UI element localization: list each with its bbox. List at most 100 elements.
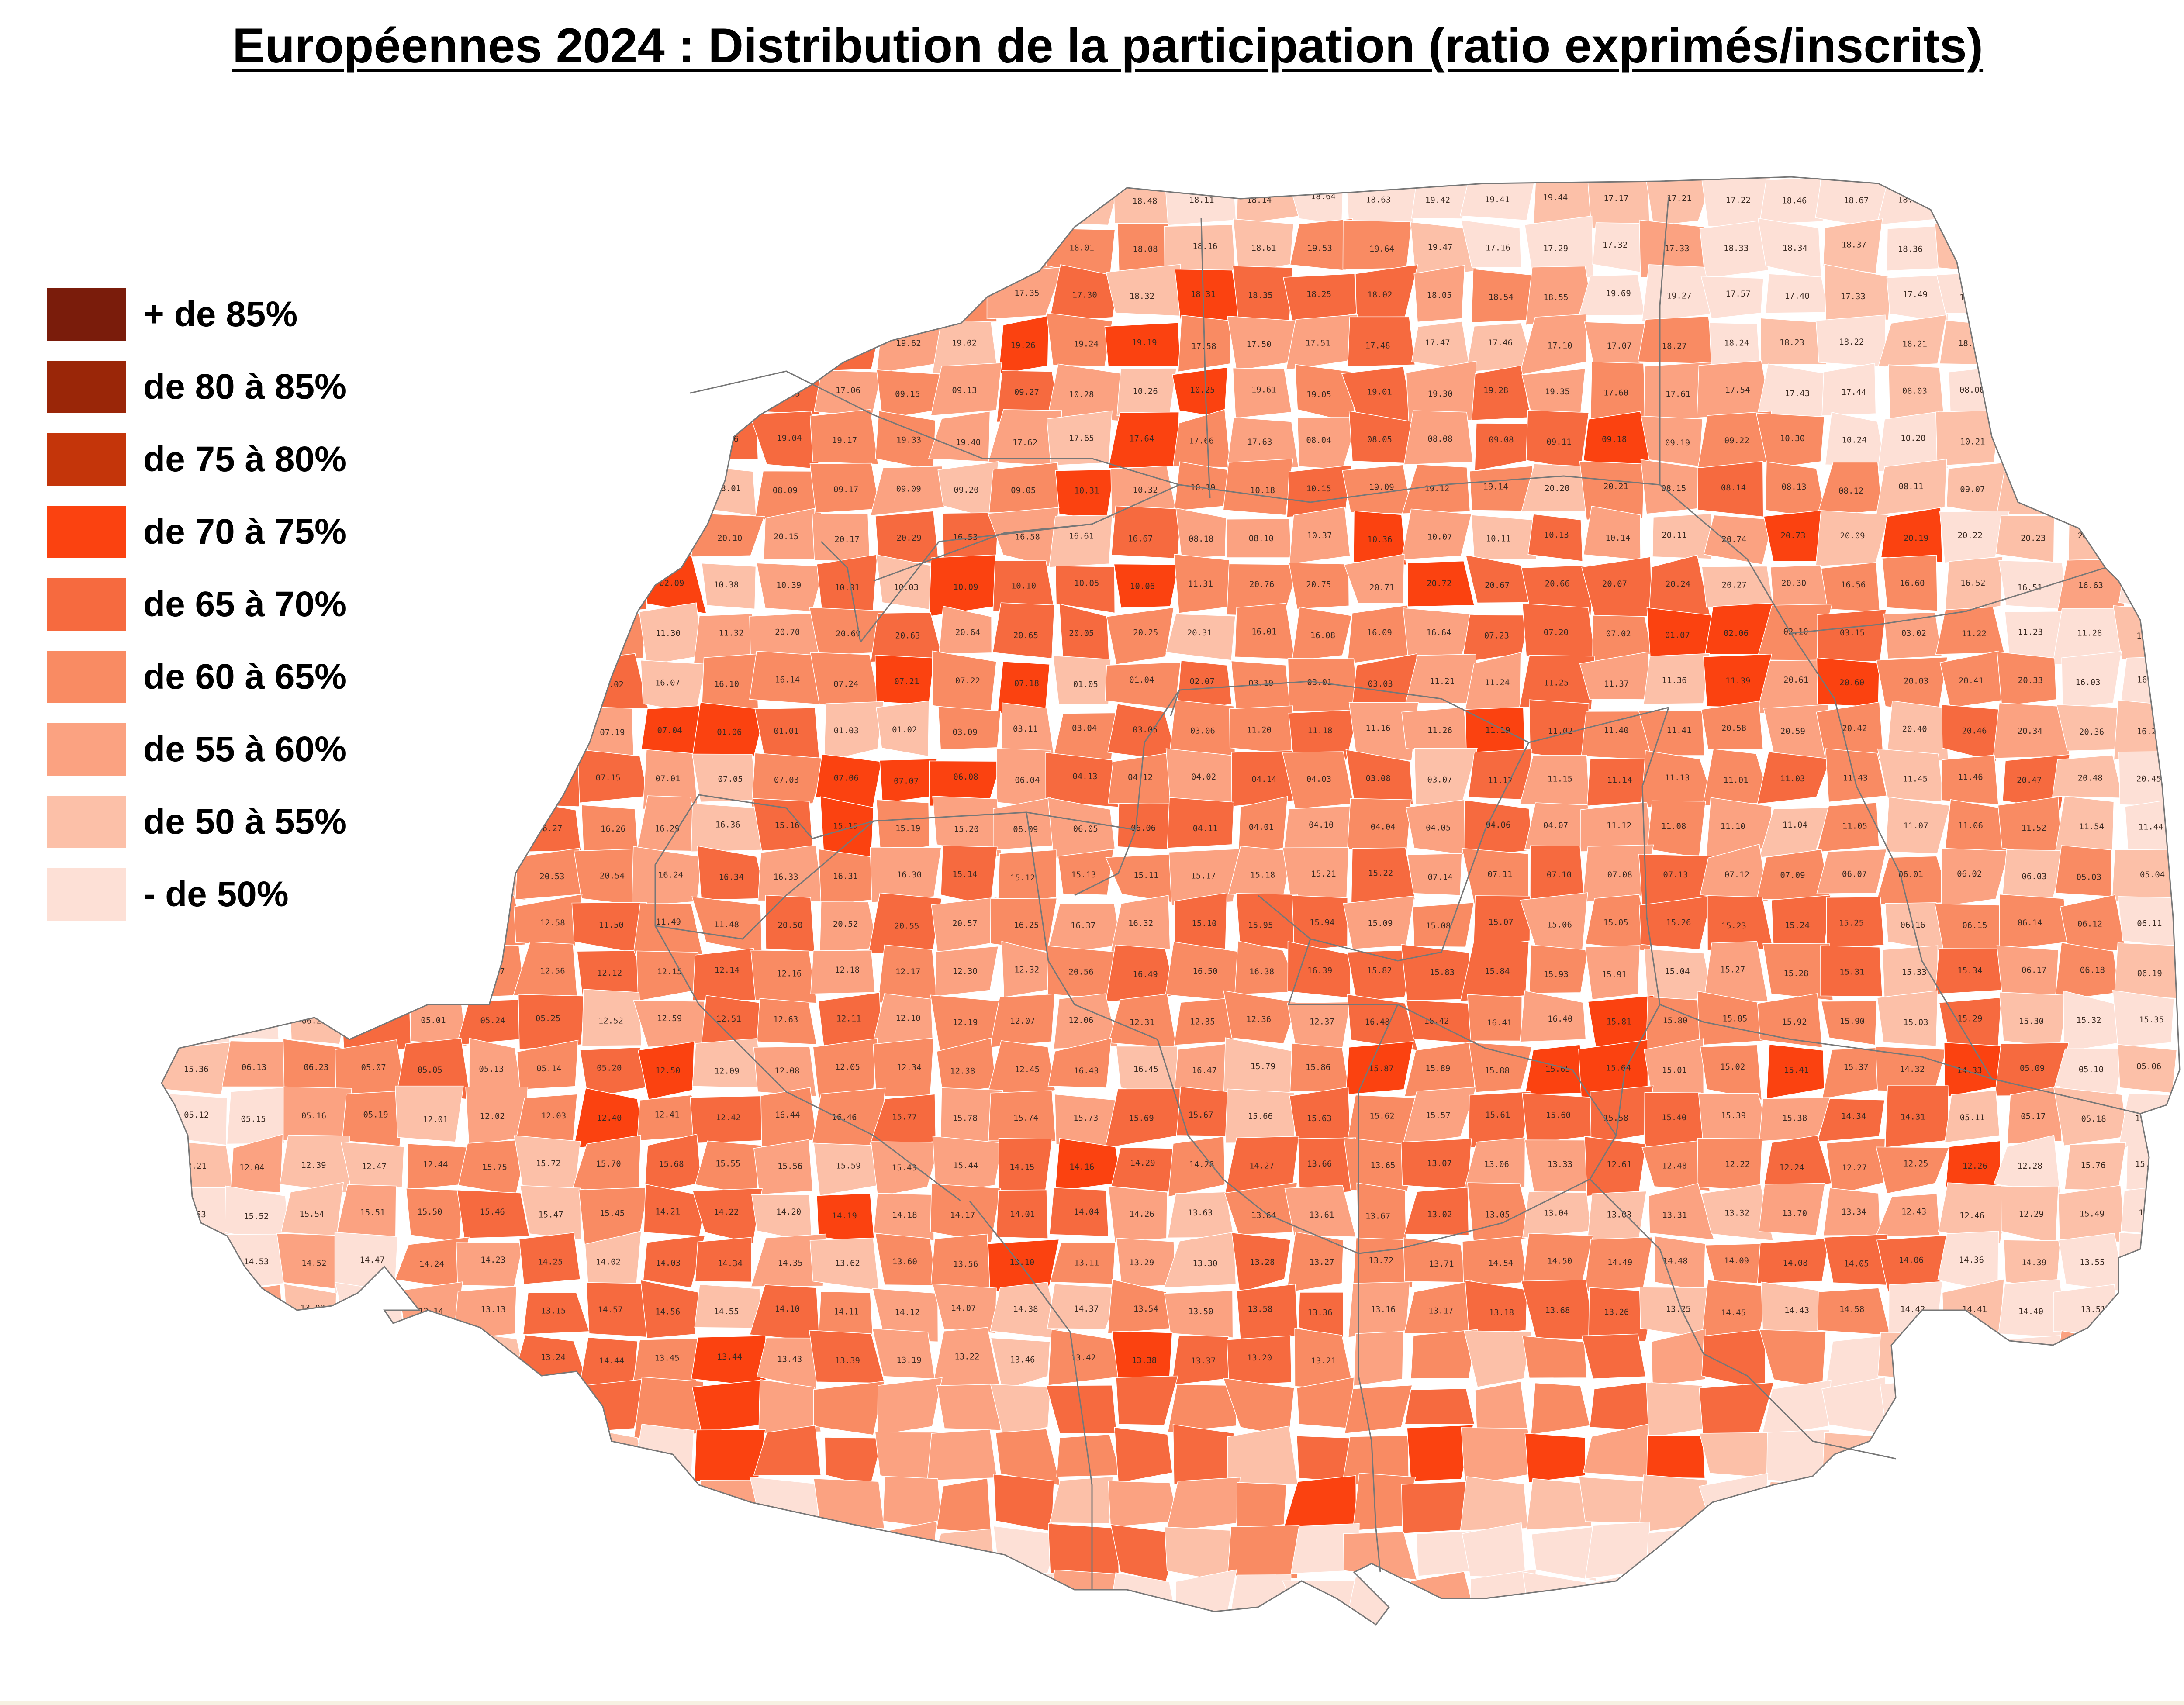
bureau-label: 12.20 xyxy=(2135,1114,2160,1123)
bureau-label: 18.07 xyxy=(2021,243,2046,253)
bureau-label: 17.27 xyxy=(418,240,442,250)
bureau-cell xyxy=(288,221,348,279)
bureau-label: 15.28 xyxy=(1783,969,1808,978)
bureau-label: 12.45 xyxy=(1015,1065,1040,1074)
bureau-label: 15.38 xyxy=(1782,1114,1807,1123)
bureau-label: 15.92 xyxy=(1782,1017,1807,1027)
bureau-cell xyxy=(1638,316,1715,365)
bureau-label: 13.57 xyxy=(186,1306,211,1315)
bureau-label: 15.13 xyxy=(1071,870,1096,880)
bureau-cell xyxy=(2118,554,2180,611)
bureau-label: 10.06 xyxy=(1130,582,1155,591)
bureau-cell xyxy=(940,178,1004,229)
bureau-label: 15.84 xyxy=(1485,966,1510,976)
bureau-label: 14.51 xyxy=(181,1259,206,1269)
bureau-cell xyxy=(1521,564,1595,616)
bureau-label: 12.25 xyxy=(1903,1159,1928,1168)
bureau-label: 20.58 xyxy=(1721,724,1746,733)
bureau-label: 14.09 xyxy=(1724,1256,1749,1266)
bureau-cell xyxy=(1875,856,1952,906)
bureau-label: 12.02 xyxy=(480,1111,505,1121)
bureau-label: 15.53 xyxy=(181,1210,206,1219)
bureau-label: 16.45 xyxy=(1133,1065,1158,1074)
bureau-label: 13.51 xyxy=(2080,1305,2105,1315)
bureau-cell xyxy=(812,1038,878,1098)
bureau-cell xyxy=(1231,1232,1291,1293)
bureau-label: 16.22 xyxy=(362,820,387,830)
bureau-cell xyxy=(582,369,638,418)
bureau-label: 20.67 xyxy=(1485,580,1510,590)
bureau-label: 13.06 xyxy=(1484,1160,1509,1169)
bureau-cell xyxy=(342,318,411,369)
legend-item: de 70 à 75% xyxy=(47,506,346,558)
bureau-cell xyxy=(986,1040,1056,1100)
bureau-label: 18.40 xyxy=(775,242,800,252)
bureau-cell xyxy=(932,1136,1003,1195)
bureau-cell xyxy=(401,662,458,709)
bureau-label: 17.07 xyxy=(1607,341,1631,351)
bureau-label: 20.10 xyxy=(717,533,742,543)
bureau-label: 10.33 xyxy=(361,535,386,544)
bureau-label: 16.03 xyxy=(2075,677,2100,687)
bureau-label: 17.18 xyxy=(891,195,916,205)
bureau-cell xyxy=(872,1288,939,1343)
bureau-label: 19.45 xyxy=(777,193,802,202)
bureau-label: 16.09 xyxy=(1367,628,1392,638)
bureau-cell xyxy=(1460,219,1522,268)
bureau-label: 18.19 xyxy=(597,341,622,350)
bureau-label: 20.49 xyxy=(359,871,384,881)
bureau-label: 20.21 xyxy=(1603,482,1628,491)
bureau-cell xyxy=(2117,1480,2180,1533)
bureau-label: 05.09 xyxy=(2020,1063,2045,1073)
bureau-label: 05.23 xyxy=(245,920,270,930)
bureau-label: 11.20 xyxy=(1247,725,1272,735)
bureau-label: 18.62 xyxy=(2080,193,2105,202)
bureau-cell xyxy=(1701,1329,1766,1391)
bureau-cell xyxy=(938,706,1001,750)
bureau-label: 18.09 xyxy=(1010,241,1035,251)
bureau-cell xyxy=(1524,1432,1586,1483)
bureau-label: 11.06 xyxy=(1958,821,1983,831)
bureau-label: 05.12 xyxy=(184,1110,209,1120)
bureau-cell xyxy=(637,1041,695,1100)
bureau-label: 02.05 xyxy=(360,630,385,639)
bureau-cell xyxy=(1519,314,1586,376)
bureau-cell xyxy=(1462,614,1530,663)
bureau-label: 16.08 xyxy=(1310,631,1335,640)
bureau-label: 20.40 xyxy=(1902,725,1927,734)
bureau-label: 16.18 xyxy=(185,773,210,782)
bureau-label: 17.10 xyxy=(1547,341,1572,351)
bureau-cell xyxy=(818,313,883,372)
bureau-label: 19.61 xyxy=(1251,385,1276,394)
bureau-label: 15.51 xyxy=(360,1208,385,1217)
bureau-label: 10.14 xyxy=(1605,533,1630,543)
bureau-label: 20.44 xyxy=(418,872,443,881)
bureau-cell xyxy=(1581,1333,1646,1379)
bureau-label: 06.13 xyxy=(242,1063,266,1072)
bureau-label: 06.14 xyxy=(2018,918,2042,928)
bureau-label: 11.17 xyxy=(1488,776,1513,785)
bureau-label: 20.22 xyxy=(1958,531,1983,540)
bureau-cell xyxy=(1175,507,1227,559)
bureau-cell xyxy=(455,805,531,855)
bureau-label: 16.60 xyxy=(1900,579,1925,588)
bureau-label: 01.05 xyxy=(1073,680,1098,689)
bureau-label: 15.60 xyxy=(1546,1111,1571,1120)
bureau-cell xyxy=(870,847,942,903)
bureau-cell xyxy=(691,1380,764,1433)
bureau-label: 14.40 xyxy=(2018,1307,2043,1316)
bureau-cell xyxy=(163,845,228,901)
bureau-cell xyxy=(749,1476,820,1529)
bureau-label: 11.23 xyxy=(2018,628,2043,637)
bureau-cell xyxy=(758,1379,822,1434)
bureau-cell xyxy=(870,466,945,516)
bureau-label: 19.51 xyxy=(2138,196,2163,205)
bureau-label: 20.65 xyxy=(1013,631,1038,640)
bureau-cell xyxy=(164,505,234,558)
bureau-label: 20.32 xyxy=(478,676,503,685)
bureau-label: 14.55 xyxy=(714,1307,739,1316)
bureau-label: 15.20 xyxy=(954,824,979,834)
bureau-label: 20.11 xyxy=(1662,530,1686,540)
bureau-cell xyxy=(281,512,351,568)
bureau-cell xyxy=(276,1526,342,1583)
